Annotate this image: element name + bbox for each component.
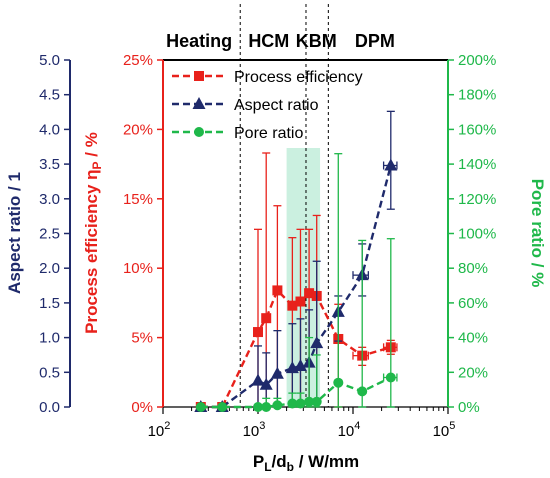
aspect-point bbox=[270, 366, 284, 379]
aspect-tick-label: 0.0 bbox=[39, 399, 60, 416]
legend-marker bbox=[194, 71, 204, 81]
aspect-tick-label: 4.5 bbox=[39, 87, 60, 104]
aspect-tick-label: 3.5 bbox=[39, 156, 60, 173]
pore-tick-label: 40% bbox=[458, 330, 488, 347]
aspect-tick-label: 1.0 bbox=[39, 330, 60, 347]
pore-point bbox=[304, 396, 315, 407]
x-tick-label: 105 bbox=[433, 420, 456, 440]
aspect-tick-label: 2.5 bbox=[39, 226, 60, 243]
efficiency-tick-label: 25% bbox=[123, 52, 153, 69]
pore-point bbox=[385, 372, 396, 383]
pore-tick-label: 20% bbox=[458, 364, 488, 381]
pore-axis-title: Pore ratio / % bbox=[528, 179, 547, 288]
x-tick-label: 103 bbox=[243, 420, 266, 440]
pore-point bbox=[311, 396, 322, 407]
legend-marker bbox=[192, 97, 206, 109]
pore-point bbox=[333, 377, 344, 388]
legend-label: Aspect ratio bbox=[234, 97, 319, 114]
legend: Process efficiency Aspect ratio Pore ratio bbox=[172, 69, 363, 142]
aspect-point bbox=[259, 377, 273, 390]
efficiency-tick-label: 15% bbox=[123, 191, 153, 208]
regime-label: DPM bbox=[355, 31, 395, 51]
aspect-point bbox=[293, 359, 307, 372]
regime-label: Heating bbox=[166, 31, 232, 51]
pore-point bbox=[357, 386, 368, 397]
x-tick-label: 104 bbox=[338, 420, 361, 440]
pore-tick-label: 200% bbox=[458, 52, 496, 69]
regime-labels: Heating HCM KBM DPM bbox=[166, 31, 395, 51]
efficiency-point bbox=[272, 285, 283, 296]
efficiency-point bbox=[295, 296, 306, 307]
aspect-tick-label: 2.0 bbox=[39, 260, 60, 277]
pore-tick-label: 60% bbox=[458, 295, 488, 312]
aspect-point bbox=[310, 336, 324, 349]
efficiency-tick-label: 0% bbox=[131, 399, 153, 416]
pore-tick-label: 80% bbox=[458, 260, 488, 277]
regime-boundary-layer bbox=[239, 4, 329, 407]
pore-point bbox=[295, 398, 306, 409]
x-tick-label: 102 bbox=[148, 420, 171, 440]
aspect-point bbox=[384, 158, 398, 171]
legend-marker bbox=[194, 127, 204, 137]
x-axis-title: PL/db / W/mm bbox=[253, 452, 359, 474]
efficiency-point bbox=[261, 313, 272, 324]
legend-label: Process efficiency bbox=[234, 69, 363, 86]
aspect-tick-label: 0.5 bbox=[39, 364, 60, 381]
aspect-tick-label: 1.5 bbox=[39, 295, 60, 312]
aspect-tick-label: 5.0 bbox=[39, 52, 60, 69]
efficiency-tick-label: 20% bbox=[123, 121, 153, 138]
pore-tick-label: 100% bbox=[458, 226, 496, 243]
legend-label: Pore ratio bbox=[234, 125, 303, 142]
pore-tick-label: 160% bbox=[458, 121, 496, 138]
pore-point bbox=[253, 402, 263, 412]
pore-tick-label: 180% bbox=[458, 87, 496, 104]
aspect-tick-label: 4.0 bbox=[39, 121, 60, 138]
pore-point bbox=[272, 400, 283, 411]
regime-label: KBM bbox=[296, 31, 337, 51]
axis-titles: Aspect ratio / 1 Process efficiency ηP / … bbox=[5, 132, 547, 474]
efficiency-tick-label: 10% bbox=[123, 260, 153, 277]
axes-layer: 102 103 104 105 0.0 0.5 1.0 1.5 2.0 2.5 3.0 3.5 4.0 4… bbox=[39, 52, 496, 440]
pore-point bbox=[217, 402, 228, 412]
aspect-tick-label: 3.0 bbox=[39, 191, 60, 208]
efficiency-axis-title: Process efficiency ηP / % bbox=[82, 132, 104, 334]
efficiency-point bbox=[253, 327, 263, 338]
efficiency-tick-label: 5% bbox=[131, 330, 153, 347]
pore-point bbox=[195, 402, 206, 412]
pore-point bbox=[287, 398, 298, 409]
pore-tick-label: 140% bbox=[458, 156, 496, 173]
aspect-point bbox=[251, 373, 265, 386]
efficiency-point bbox=[304, 288, 315, 299]
pore-series bbox=[195, 153, 398, 412]
regime-label: HCM bbox=[248, 31, 289, 51]
pore-tick-label: 120% bbox=[458, 191, 496, 208]
pore-point bbox=[261, 402, 272, 412]
efficiency-point bbox=[287, 300, 298, 311]
aspect-axis-title: Aspect ratio / 1 bbox=[5, 172, 24, 294]
series-layer bbox=[194, 110, 398, 412]
pore-tick-label: 0% bbox=[458, 399, 480, 416]
